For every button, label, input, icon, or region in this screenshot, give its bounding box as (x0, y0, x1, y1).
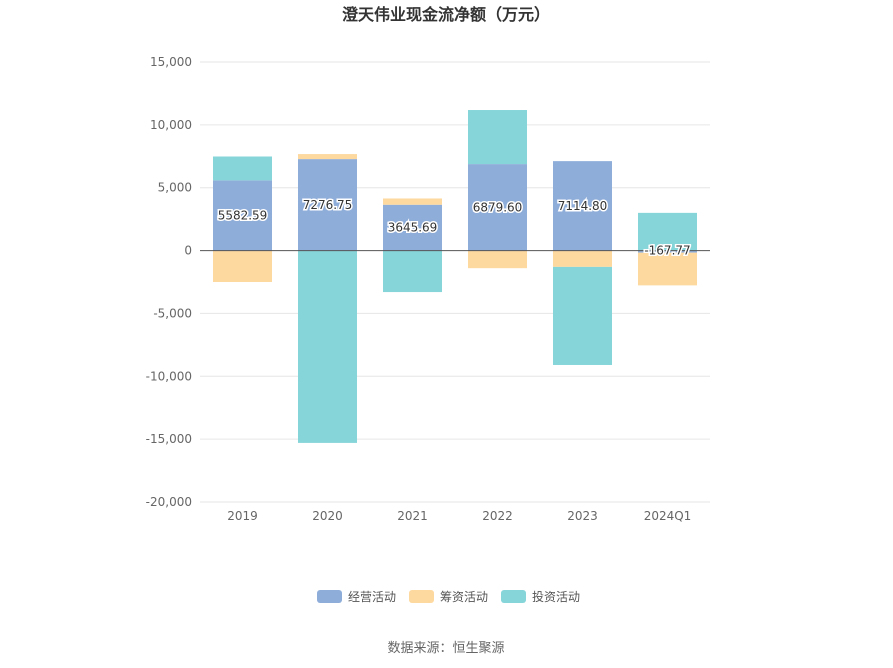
chart-title: 澄天伟业现金流净额（万元） (342, 5, 550, 24)
legend-swatch (317, 590, 342, 603)
x-tick-label: 2019 (227, 509, 258, 523)
bar-投资活动-2021 (383, 250, 442, 293)
legend-swatch (409, 590, 434, 603)
data-label: 7276.75 (303, 198, 353, 212)
bar-投资活动-2020 (298, 250, 357, 443)
bar-经营活动-2020 (298, 159, 357, 251)
bar-筹资活动-2020 (298, 154, 357, 160)
data-label: 3645.69 (388, 221, 438, 235)
x-tick-label: 2021 (397, 509, 428, 523)
y-tick-label: -15,000 (146, 432, 192, 446)
x-axis: 2019 2020 2021 2022 2023 2024Q1 (227, 509, 691, 523)
bar-投资活动-2023 (553, 266, 612, 365)
y-tick-label: -5,000 (153, 306, 192, 320)
bar-经营活动-2021 (383, 204, 442, 251)
bar-经营活动-2023 (553, 161, 612, 251)
data-label: 6879.60 (473, 200, 523, 214)
legend-swatch (501, 590, 526, 603)
y-tick-label: 0 (184, 244, 192, 258)
bar-筹资活动-2022 (468, 250, 527, 269)
legend: 经营活动 筹资活动 投资活动 (317, 589, 580, 604)
data-label: 7114.80 (558, 199, 608, 213)
data-labels: 5582.59 7276.75 3645.69 6879.60 7114.80 -167.… (216, 196, 692, 259)
y-axis: 15,000 10,000 5,000 0 -5,000 -10,000 -15,000 -2… (146, 55, 192, 509)
bar-经营活动-2022 (468, 164, 527, 251)
y-tick-label: 10,000 (150, 118, 192, 132)
legend-label: 经营活动 (348, 590, 396, 604)
data-label: 5582.59 (218, 208, 268, 222)
grid-lines (200, 61, 710, 503)
bar-筹资活动-2019 (213, 250, 272, 282)
y-tick-label: 15,000 (150, 55, 192, 69)
y-tick-label: -10,000 (146, 369, 192, 383)
bar-投资活动-2024Q1 (638, 212, 697, 251)
bar-经营活动-2019 (213, 180, 272, 251)
legend-label: 投资活动 (532, 589, 580, 604)
x-tick-label: 2022 (482, 509, 513, 523)
x-tick-label: 2023 (567, 509, 598, 523)
data-label: -167.77 (644, 244, 690, 258)
bar-投资活动-2022 (468, 110, 527, 165)
x-tick-label: 2020 (312, 509, 343, 523)
legend-label: 筹资活动 (440, 590, 488, 604)
bars (213, 110, 697, 443)
bar-筹资活动-2024Q1 (638, 252, 697, 286)
bar-筹资活动-2021 (383, 198, 442, 205)
bar-筹资活动-2023 (553, 250, 612, 267)
bar-投资活动-2019 (213, 156, 272, 181)
x-tick-label: 2024Q1 (644, 509, 692, 523)
source-note: 数据来源：恒生聚源 (387, 641, 504, 656)
y-tick-label: -20,000 (146, 495, 192, 509)
y-tick-label: 5,000 (158, 181, 192, 195)
bar-经营活动-2024Q1 (638, 250, 697, 253)
